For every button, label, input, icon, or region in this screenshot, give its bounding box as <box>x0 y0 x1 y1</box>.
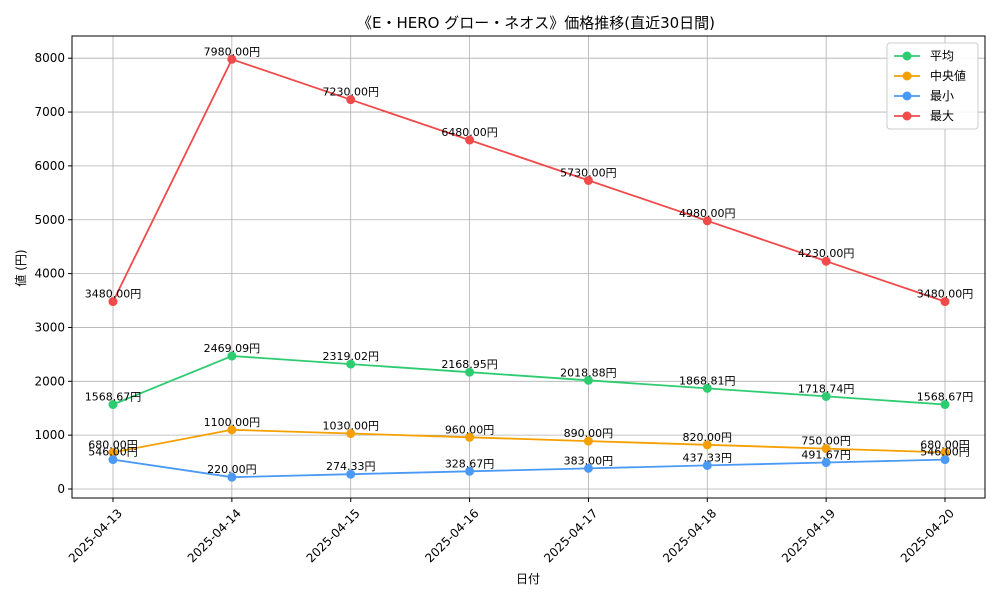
data-point <box>940 447 950 457</box>
legend-marker <box>902 91 912 101</box>
data-point <box>702 383 712 393</box>
x-tick-label: 2025-04-19 <box>779 506 838 565</box>
data-label: 2168.95円 <box>441 358 498 371</box>
data-label: 328.67円 <box>445 457 495 470</box>
data-point <box>227 472 237 482</box>
data-label: 546.00円 <box>88 446 138 459</box>
x-tick-label: 2025-04-15 <box>304 506 363 565</box>
data-point <box>821 391 831 401</box>
y-tick-label: 0 <box>57 482 65 496</box>
data-label: 6480.00円 <box>441 126 498 139</box>
data-label: 680.00円 <box>920 438 970 451</box>
y-tick-label: 4000 <box>34 267 65 281</box>
data-label: 2018.88円 <box>560 366 617 379</box>
data-point <box>465 135 475 145</box>
data-label: 437.33円 <box>683 451 733 464</box>
data-label: 546.00円 <box>920 446 970 459</box>
data-label: 1718.74円 <box>798 382 855 395</box>
x-axis-label: 日付 <box>516 572 540 586</box>
data-point <box>583 436 593 446</box>
data-point <box>583 463 593 473</box>
legend-label: 最小 <box>930 89 954 103</box>
x-tick-label: 2025-04-16 <box>422 506 481 565</box>
series-line-3 <box>112 58 946 303</box>
data-point <box>821 444 831 454</box>
data-label: 220.00円 <box>207 463 257 476</box>
data-point <box>940 455 950 465</box>
data-point <box>346 95 356 105</box>
data-point <box>108 455 118 465</box>
data-label: 3480.00円 <box>917 288 974 301</box>
legend-marker <box>902 71 912 81</box>
data-point <box>465 466 475 476</box>
data-label: 750.00円 <box>801 435 851 448</box>
data-label: 960.00円 <box>445 423 495 436</box>
series-line-2 <box>112 458 946 479</box>
chart-title: 《E・HERO グロー・ネオス》価格推移(直近30日間) <box>357 14 715 32</box>
data-point <box>940 297 950 307</box>
data-point <box>346 469 356 479</box>
data-label: 4230.00円 <box>798 247 855 260</box>
data-point <box>346 359 356 369</box>
data-point <box>702 216 712 226</box>
legend-marker <box>902 51 912 61</box>
data-label: 1568.67円 <box>917 391 974 404</box>
data-label: 820.00円 <box>683 431 733 444</box>
y-tick-label: 3000 <box>34 320 65 334</box>
data-point <box>108 447 118 457</box>
data-label: 4980.00円 <box>679 207 736 220</box>
data-label: 1868.81円 <box>679 374 736 387</box>
data-point <box>821 256 831 266</box>
x-tick-label: 2025-04-17 <box>541 506 600 565</box>
data-label: 680.00円 <box>88 438 138 451</box>
data-label: 274.33円 <box>326 460 376 473</box>
legend-marker <box>902 111 912 121</box>
data-point <box>346 429 356 439</box>
plot-frame <box>71 35 986 499</box>
data-label: 5730.00円 <box>560 166 617 179</box>
data-label: 1030.00円 <box>322 420 379 433</box>
data-point <box>108 400 118 410</box>
data-point <box>227 425 237 435</box>
data-label: 7230.00円 <box>322 86 379 99</box>
data-label: 383.00円 <box>564 454 614 467</box>
data-label: 1568.67円 <box>85 391 142 404</box>
data-point <box>940 400 950 410</box>
data-point <box>227 351 237 361</box>
data-label: 1100.00円 <box>204 416 261 429</box>
x-tick-label: 2025-04-18 <box>660 506 719 565</box>
x-tick-label: 2025-04-13 <box>66 506 125 565</box>
x-tick-label: 2025-04-14 <box>185 506 244 565</box>
legend <box>886 42 979 130</box>
data-point <box>821 458 831 468</box>
data-label: 890.00円 <box>564 427 614 440</box>
y-tick-label: 2000 <box>34 374 65 388</box>
data-label: 7980.00円 <box>204 45 261 58</box>
x-tick-label: 2025-04-20 <box>898 506 957 565</box>
data-point <box>465 367 475 377</box>
data-point <box>108 297 118 307</box>
y-tick-label: 1000 <box>34 428 65 442</box>
y-tick-label: 5000 <box>34 213 65 227</box>
series-line-1 <box>112 428 946 454</box>
data-point <box>583 375 593 385</box>
data-label: 491.67円 <box>801 449 851 462</box>
legend-label: 最大 <box>930 109 954 123</box>
legend-label: 中央値 <box>930 68 966 83</box>
series-line-0 <box>112 355 946 406</box>
y-tick-label: 8000 <box>34 51 65 65</box>
data-point <box>227 54 237 64</box>
data-label: 2469.09円 <box>204 342 261 355</box>
data-point <box>702 460 712 470</box>
data-point <box>465 432 475 442</box>
y-tick-label: 7000 <box>34 105 65 119</box>
data-point <box>702 440 712 450</box>
y-tick-label: 6000 <box>34 159 65 173</box>
data-label: 2319.02円 <box>322 350 379 363</box>
legend-label: 平均 <box>930 49 954 63</box>
y-axis-label: 値 (円) <box>13 249 28 286</box>
data-label: 3480.00円 <box>85 288 142 301</box>
data-point <box>583 175 593 185</box>
